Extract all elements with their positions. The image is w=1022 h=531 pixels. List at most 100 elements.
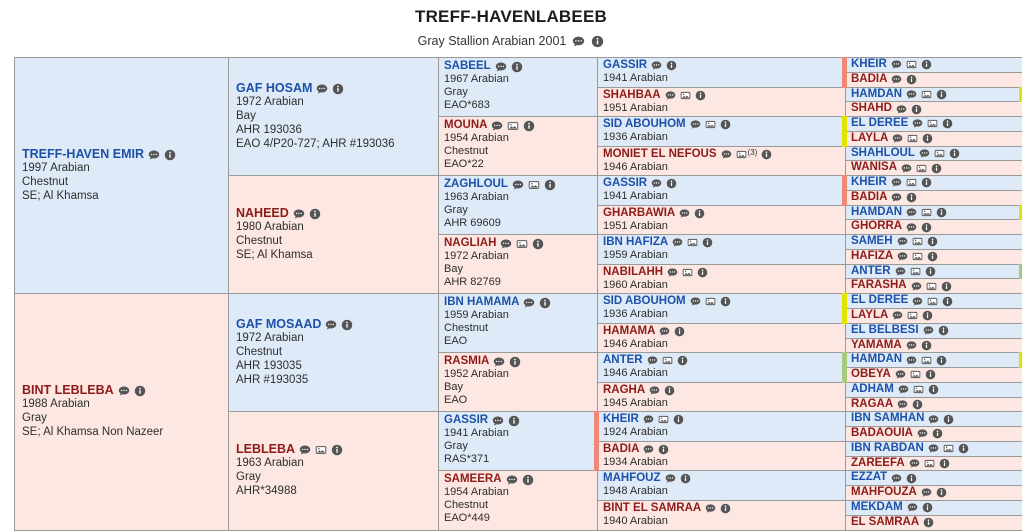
comment-icon[interactable] [299, 444, 311, 456]
comment-icon[interactable] [906, 207, 917, 218]
info-icon[interactable] [511, 61, 523, 73]
info-icon[interactable] [761, 149, 772, 160]
comment-icon[interactable] [891, 473, 902, 484]
info-icon[interactable] [922, 133, 933, 144]
comment-icon[interactable] [906, 222, 917, 233]
horse-name-link[interactable]: EL DEREE [851, 294, 908, 308]
comment-icon[interactable] [928, 414, 939, 425]
info-icon[interactable] [664, 385, 675, 396]
comment-icon[interactable] [912, 296, 923, 307]
info-icon[interactable] [931, 163, 942, 174]
info-icon[interactable] [939, 458, 950, 469]
info-icon[interactable] [658, 444, 669, 455]
image-icon[interactable] [921, 355, 932, 366]
horse-name-link[interactable]: IBN RABDAN [851, 442, 924, 456]
info-icon[interactable] [523, 120, 535, 132]
image-icon[interactable] [926, 281, 937, 292]
horse-name-link[interactable]: GHARBAWIA [603, 207, 675, 220]
info-icon[interactable] [695, 90, 706, 101]
horse-name-link[interactable]: EL SAMRAA [851, 516, 919, 530]
horse-name-link[interactable]: MAHFOUZA [851, 486, 917, 500]
horse-name-link[interactable]: ADHAM [851, 383, 894, 397]
horse-name-link[interactable]: BADIA [851, 191, 887, 205]
info-icon[interactable] [697, 267, 708, 278]
image-icon[interactable] [906, 177, 917, 188]
image-icon[interactable] [934, 148, 945, 159]
comment-icon[interactable] [923, 325, 934, 336]
comment-icon[interactable] [493, 356, 505, 368]
comment-icon[interactable] [492, 415, 504, 427]
comment-icon[interactable] [921, 487, 932, 498]
info-icon[interactable] [674, 326, 685, 337]
info-icon[interactable] [702, 237, 713, 248]
image-icon[interactable] [912, 251, 923, 262]
comment-icon[interactable] [891, 74, 902, 85]
horse-name-link[interactable]: SHAHBAA [603, 89, 661, 102]
comment-icon[interactable] [665, 90, 676, 101]
comment-icon[interactable] [911, 281, 922, 292]
info-icon[interactable] [927, 236, 938, 247]
comment-icon[interactable] [909, 458, 920, 469]
comment-icon[interactable] [647, 355, 658, 366]
horse-name-link[interactable]: RASMIA [444, 355, 489, 368]
info-icon[interactable] [936, 207, 947, 218]
comment-icon[interactable] [643, 444, 654, 455]
image-icon[interactable] [921, 89, 932, 100]
info-icon[interactable] [694, 208, 705, 219]
info-icon[interactable] [544, 179, 556, 191]
comment-icon[interactable] [651, 60, 662, 71]
horse-name-link[interactable]: IBN HAFIZA [603, 236, 668, 249]
comment-icon[interactable] [672, 237, 683, 248]
comment-icon[interactable] [651, 178, 662, 189]
horse-name-link[interactable]: KHEIR [851, 58, 887, 72]
horse-name-link[interactable]: HAMDAN [851, 88, 902, 102]
horse-name-link[interactable]: GASSIR [603, 177, 647, 190]
horse-name-link[interactable]: EL DEREE [851, 117, 908, 131]
horse-name-link[interactable]: BADIA [851, 73, 887, 87]
comment-icon[interactable] [895, 266, 906, 277]
comment-icon[interactable] [148, 149, 160, 161]
horse-name-link[interactable]: HAMAMA [603, 325, 655, 338]
horse-name-link[interactable]: YAMAMA [851, 339, 902, 353]
horse-name-link[interactable]: RAGHA [603, 384, 645, 397]
image-icon[interactable] [705, 119, 716, 130]
comment-icon[interactable] [896, 104, 907, 115]
image-icon[interactable] [736, 149, 747, 160]
comment-icon[interactable] [897, 251, 908, 262]
info-icon[interactable] [941, 281, 952, 292]
horse-name-link[interactable]: WANISA [851, 161, 897, 175]
horse-name-link[interactable]: HAMDAN [851, 353, 902, 367]
horse-name-link[interactable]: LEBLEBA [236, 443, 295, 456]
horse-name-link[interactable]: SAMEERA [444, 473, 502, 486]
info-icon[interactable] [539, 297, 551, 309]
horse-name-link[interactable]: LAYLA [851, 309, 888, 323]
horse-name-link[interactable]: BADIA [603, 443, 639, 456]
info-icon[interactable] [331, 444, 343, 456]
info-icon[interactable] [673, 414, 684, 425]
info-icon[interactable] [949, 148, 960, 159]
image-icon[interactable] [315, 444, 327, 456]
comment-icon[interactable] [495, 61, 507, 73]
image-icon[interactable] [507, 120, 519, 132]
image-icon[interactable] [916, 163, 927, 174]
comment-icon[interactable] [667, 267, 678, 278]
info-icon[interactable] [522, 474, 534, 486]
horse-name-link[interactable]: SHAHD [851, 102, 892, 116]
comment-icon[interactable] [892, 133, 903, 144]
image-icon[interactable] [907, 133, 918, 144]
info-icon[interactable] [921, 340, 932, 351]
image-icon[interactable] [687, 237, 698, 248]
comment-icon[interactable] [679, 208, 690, 219]
info-icon[interactable] [906, 74, 917, 85]
info-icon[interactable] [508, 415, 520, 427]
image-icon[interactable] [906, 59, 917, 70]
info-icon[interactable] [164, 149, 176, 161]
image-icon[interactable] [658, 414, 669, 425]
info-icon[interactable] [911, 104, 922, 115]
comment-icon[interactable] [118, 385, 130, 397]
comment-icon[interactable] [892, 310, 903, 321]
horse-name-link[interactable]: FARASHA [851, 279, 907, 293]
horse-name-link[interactable]: NAHEED [236, 207, 289, 220]
comment-icon[interactable] [690, 296, 701, 307]
horse-name-link[interactable]: BADAOUIA [851, 427, 913, 441]
